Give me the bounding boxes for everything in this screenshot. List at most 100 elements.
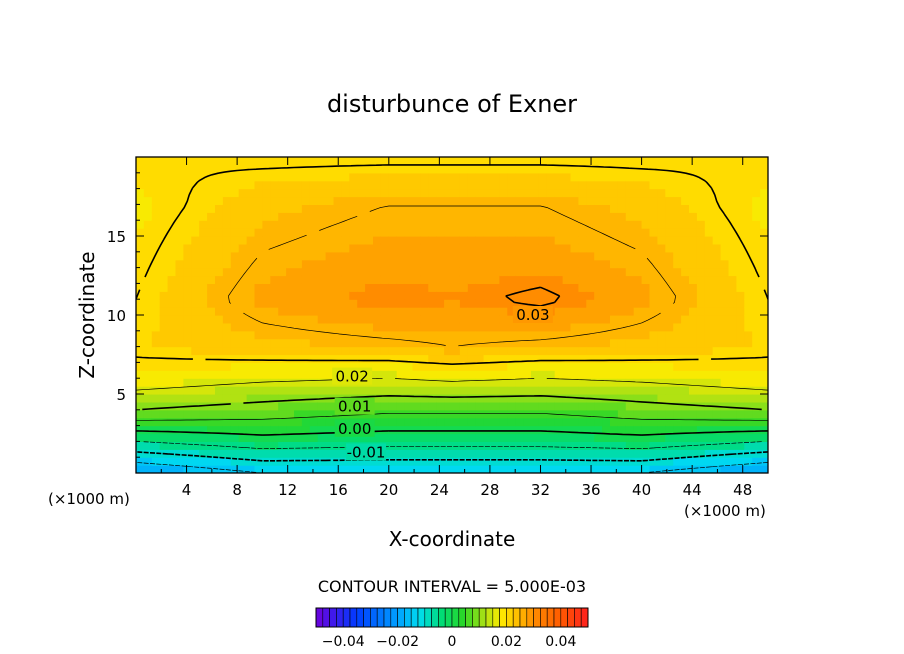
colorbar-cell [315, 607, 324, 628]
field-cell [586, 180, 595, 190]
field-cell [143, 386, 153, 395]
field-cell [183, 378, 192, 387]
field-cell [515, 157, 524, 166]
field-cell [143, 378, 153, 387]
colorbar-tick-label: 0.02 [491, 634, 522, 650]
field-cell [554, 457, 564, 466]
field-cell [641, 338, 651, 348]
field-cell [270, 322, 279, 332]
field-cell [151, 401, 161, 411]
field-cell [602, 433, 611, 442]
field-cell [294, 251, 303, 261]
field-cell [475, 188, 485, 198]
field-cell [373, 465, 382, 473]
field-cell [657, 228, 666, 237]
field-cell [452, 457, 461, 466]
field-cell [562, 251, 572, 261]
field-cell [365, 212, 374, 221]
field-cell [633, 386, 643, 395]
field-cell [136, 457, 145, 466]
field-cell [396, 354, 406, 363]
field-cell [752, 465, 761, 473]
field-cell [444, 338, 453, 348]
field-cell [617, 315, 627, 324]
field-cell [515, 378, 524, 387]
field-cell [159, 259, 169, 269]
field-cell [586, 425, 595, 435]
field-cell [412, 394, 421, 403]
field-cell [531, 330, 540, 340]
field-cell [649, 204, 658, 213]
field-cell [420, 441, 429, 450]
field-cell [262, 441, 271, 450]
field-cell [151, 291, 161, 300]
field-cell [586, 378, 595, 387]
field-cell [554, 236, 564, 245]
field-cell [649, 291, 658, 300]
field-cell [467, 346, 477, 356]
field-cell [586, 338, 595, 348]
field-cell [325, 465, 335, 473]
field-cell [215, 354, 224, 363]
field-cell [760, 409, 768, 419]
field-cell [570, 378, 579, 387]
field-cell [365, 338, 374, 348]
field-cell [736, 417, 745, 427]
field-cell [475, 243, 485, 253]
field-cell [373, 433, 382, 442]
colorbar-cell [363, 607, 371, 628]
field-cell [222, 236, 232, 245]
field-cell [270, 394, 279, 403]
field-cell [649, 322, 658, 332]
field-cell [404, 417, 414, 427]
field-cell [333, 259, 342, 269]
field-cell [720, 433, 730, 442]
field-cell [483, 465, 493, 473]
field-cell [286, 204, 295, 213]
field-cell [420, 228, 429, 237]
field-cell [689, 172, 698, 182]
field-cell [388, 196, 398, 205]
field-cell [294, 441, 303, 450]
field-cell [467, 259, 477, 269]
field-cell [744, 236, 753, 245]
field-cell [325, 449, 335, 458]
field-cell [222, 204, 232, 213]
field-cell [420, 259, 429, 269]
field-cell [412, 220, 421, 229]
field-cell [641, 370, 651, 379]
field-cell [617, 164, 627, 174]
field-cell [610, 449, 619, 458]
field-cell [689, 196, 698, 205]
field-cell [641, 157, 651, 166]
field-cell [341, 236, 350, 245]
field-cell [633, 180, 643, 190]
field-cell [641, 330, 651, 340]
field-cell [649, 394, 658, 403]
field-cell [325, 401, 335, 411]
field-cell [538, 220, 548, 229]
field-cell [689, 322, 698, 332]
field-cell [199, 354, 208, 363]
field-cell [136, 378, 145, 387]
field-cell [681, 433, 690, 442]
field-cell [752, 251, 761, 261]
field-cell [570, 417, 579, 427]
field-cell [309, 228, 319, 237]
colorbar-cell [499, 607, 507, 628]
field-cell [254, 449, 263, 458]
field-cell [136, 370, 145, 379]
field-cell [420, 433, 429, 442]
field-cell [538, 259, 548, 269]
field-cell [704, 417, 714, 427]
field-cell [404, 291, 414, 300]
field-cell [475, 236, 485, 245]
field-cell [452, 172, 461, 182]
field-cell [294, 172, 303, 182]
field-cell [538, 417, 548, 427]
field-cell [436, 188, 445, 198]
field-cell [728, 204, 737, 213]
field-cell [444, 164, 453, 174]
field-cell [365, 307, 374, 316]
field-cell [246, 251, 256, 261]
